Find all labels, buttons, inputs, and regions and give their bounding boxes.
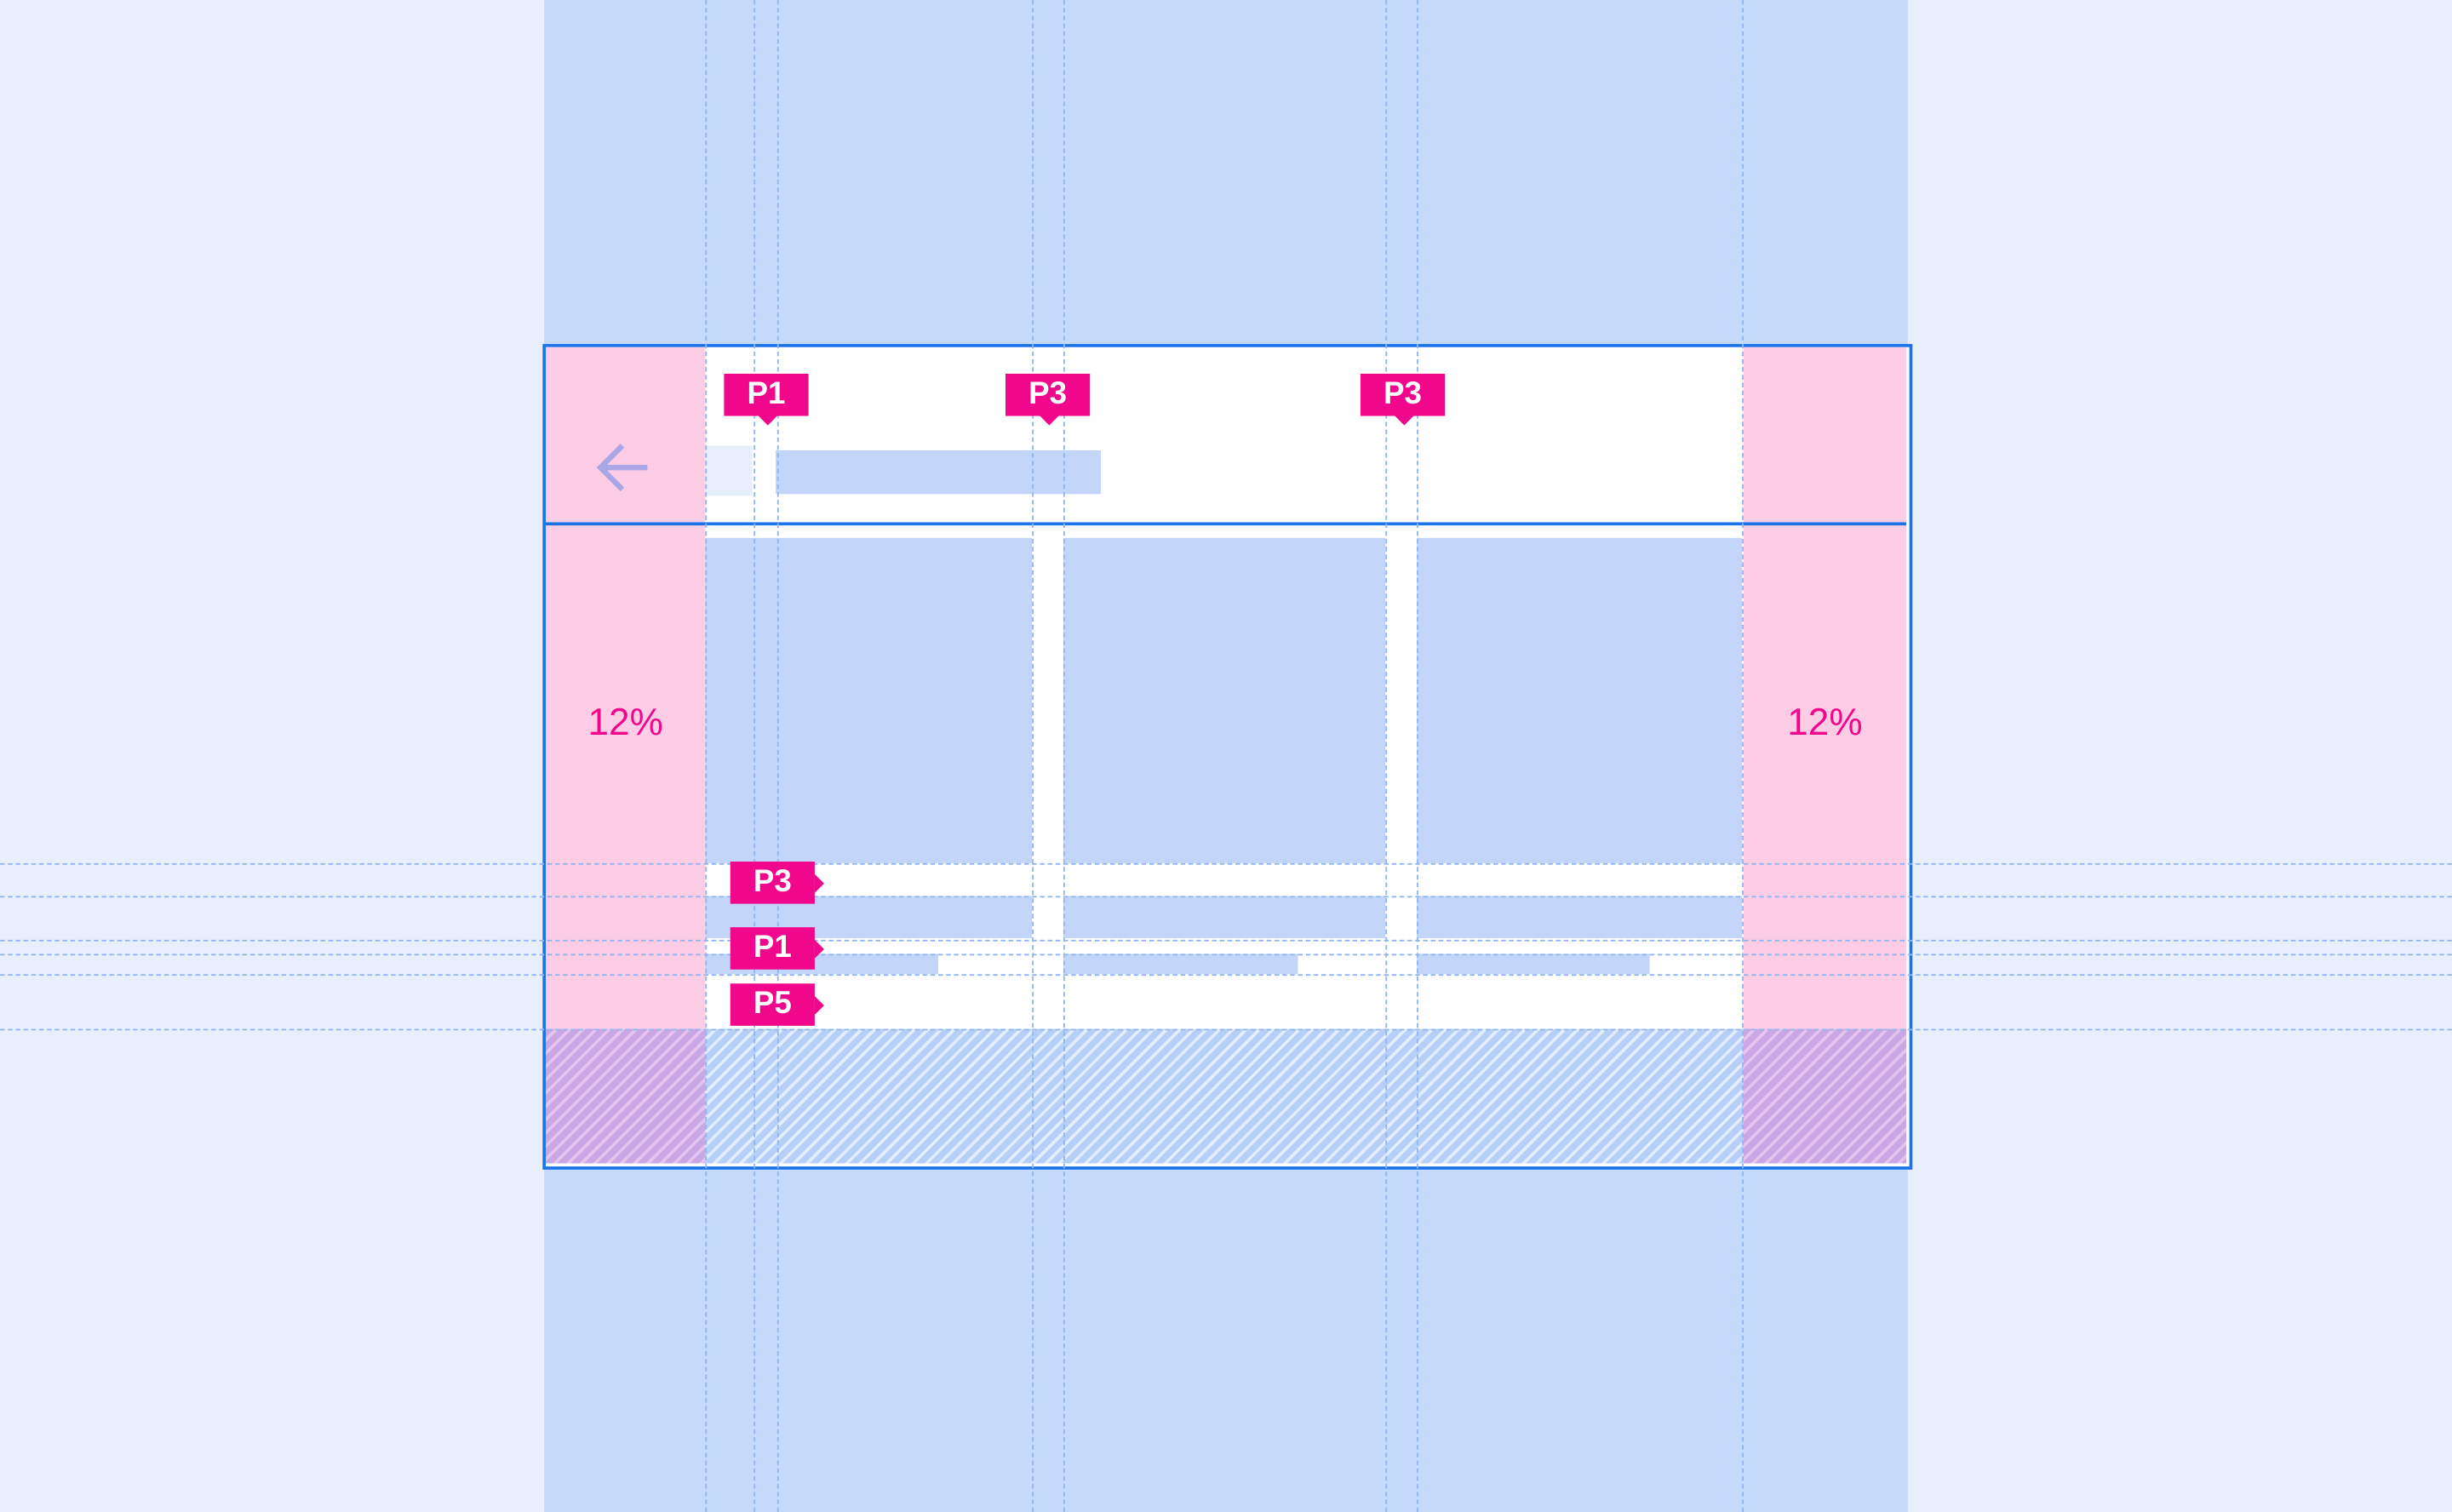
card-image	[1417, 537, 1743, 863]
grid-guide	[1032, 0, 1034, 1512]
left-margin	[546, 346, 706, 1029]
grid-guide	[0, 1028, 2452, 1031]
grid-guide	[705, 0, 708, 1512]
card-subtitle	[1063, 954, 1298, 975]
padding-badge: P3	[1360, 373, 1446, 426]
grid-guide	[753, 0, 756, 1512]
right-margin	[1743, 346, 1906, 1029]
left-margin-label: 12%	[587, 702, 663, 745]
grid-guide	[1385, 0, 1388, 1512]
padding-badge: P3	[1005, 373, 1091, 426]
nav-placeholder	[705, 445, 753, 496]
card-image	[705, 537, 1033, 863]
padding-badge: P1	[724, 373, 809, 426]
overscan-area	[546, 1028, 1906, 1164]
title-placeholder	[776, 450, 1102, 495]
arrow-left-icon	[596, 444, 648, 492]
grid-guide	[0, 862, 2452, 865]
grid-guide	[0, 974, 2452, 976]
grid-guide	[776, 0, 779, 1512]
padding-badge: P5	[730, 983, 824, 1026]
card-image	[1063, 537, 1386, 863]
overscan-margin-right	[1743, 1028, 1906, 1164]
header-divider	[546, 522, 1906, 525]
right-margin-label: 12%	[1787, 702, 1863, 745]
grid-guide	[0, 954, 2452, 956]
grid-guide	[1417, 0, 1418, 1512]
grid-guide	[0, 896, 2452, 898]
card-title	[1417, 896, 1743, 939]
grid-guide	[1063, 0, 1065, 1512]
card-subtitle	[1417, 954, 1650, 975]
card-title	[1063, 896, 1386, 939]
overscan-margin-left	[546, 1028, 706, 1164]
padding-badge: P1	[730, 927, 824, 970]
grid-guide	[0, 939, 2452, 942]
grid-guide	[1742, 0, 1744, 1512]
padding-badge: P3	[730, 862, 824, 904]
